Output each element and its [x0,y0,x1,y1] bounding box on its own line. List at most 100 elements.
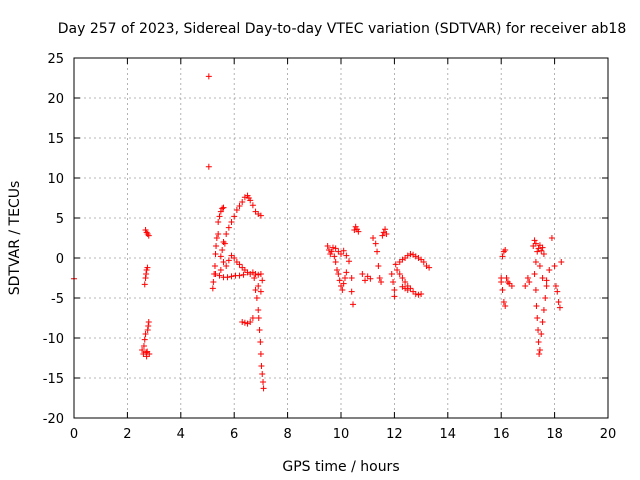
y-tick-label: -20 [43,412,64,427]
data-point [538,331,545,337]
data-points [71,73,565,392]
data-point [543,283,550,289]
data-point [141,336,148,343]
data-point [531,271,538,277]
data-point [213,235,220,241]
y-tick-label: -5 [51,292,64,307]
x-tick-label: 8 [283,427,291,442]
data-point [145,232,152,239]
data-point [217,253,224,260]
data-point [499,287,506,293]
data-point [359,271,366,277]
data-point [390,279,397,285]
data-point [221,240,228,247]
x-tick-label: 6 [230,427,238,442]
data-point [343,269,350,276]
data-point [255,271,262,278]
x-tick-label: 0 [70,427,78,442]
grid [74,58,608,418]
data-point [556,304,563,311]
data-point [388,271,395,277]
data-point [540,251,547,257]
data-point [539,244,546,251]
data-point [339,287,346,293]
data-point [328,248,335,255]
data-point [534,248,541,255]
data-point [526,279,533,285]
data-point [233,207,240,213]
data-point [372,240,379,247]
data-point [260,385,267,392]
data-point [394,267,401,273]
data-point [260,379,267,385]
data-point [531,237,538,244]
data-point [236,272,243,279]
data-point [542,295,549,301]
data-point [355,228,362,235]
x-tick-label: 4 [177,427,185,442]
data-point [370,235,377,241]
data-point [522,283,529,289]
data-point [145,319,152,325]
data-point [534,315,541,321]
data-point [558,259,565,265]
data-point [536,347,543,353]
data-point [256,327,263,333]
data-point [142,275,149,281]
data-point [223,263,230,269]
data-point [205,73,212,80]
data-point [139,347,146,353]
data-point [543,277,550,284]
data-point [552,283,559,289]
data-point [426,264,433,271]
data-point [350,301,357,308]
data-point [215,219,222,225]
data-point [247,197,254,204]
data-point [335,271,342,277]
data-point [536,351,543,357]
data-point [219,247,226,253]
data-point [241,319,248,326]
data-point [144,264,151,271]
data-point [224,274,231,281]
data-point [253,295,260,301]
data-point [375,263,382,269]
data-point [391,287,398,293]
x-tick-label: 16 [493,427,510,442]
data-point [210,279,217,285]
data-point [257,339,264,345]
data-point [236,203,243,209]
data-point [348,275,355,281]
data-point [532,259,539,265]
data-point [247,319,254,325]
data-point [259,371,266,377]
data-point [535,327,542,333]
data-point [508,283,515,289]
data-point [225,224,232,231]
data-point [257,212,264,219]
data-point [402,279,409,285]
data-point [346,258,353,265]
data-point [418,291,425,297]
x-tick-label: 12 [386,427,403,442]
y-tick-label: 0 [56,252,64,267]
y-axis-label: SDTVAR / TECUs [7,181,23,296]
data-point [367,275,374,282]
data-point [399,275,406,281]
data-point [223,231,230,237]
data-point [329,244,336,251]
data-point [343,252,350,259]
y-tick-label: 25 [47,52,64,67]
data-point [535,339,542,345]
axis-ticks: 0 2 4 6 8 10 12 14 16 18 20 -20 -15 -10 -5 0 5 10 15 20 25 [43,52,617,442]
data-point [257,351,264,357]
x-tick-label: 20 [600,427,617,442]
data-point [231,213,238,220]
data-point [340,280,347,287]
data-point [324,243,331,249]
data-point [420,259,427,265]
data-point [503,275,510,281]
data-point [548,235,555,241]
data-point [257,288,264,295]
